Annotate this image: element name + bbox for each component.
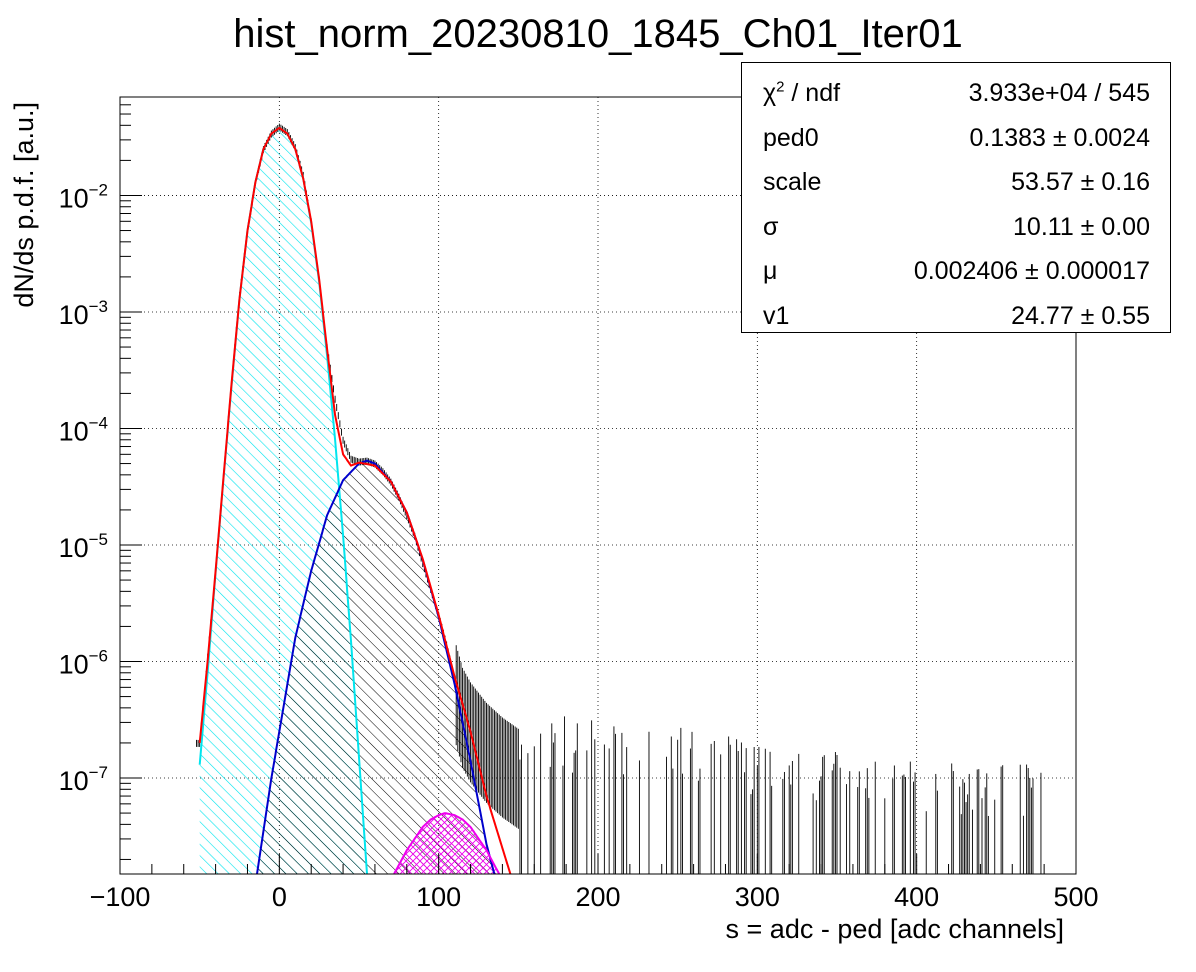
component-fills [199, 127, 500, 874]
stat-row: σ 10.11 ± 0.00 [742, 205, 1170, 249]
stat-value: 0.002406 ± 0.000017 [913, 257, 1150, 285]
fit-curves [198, 126, 512, 874]
stat-name: v1 [763, 301, 790, 330]
y-tick-label: 10−3 [59, 297, 108, 330]
x-tick-label: 200 [575, 882, 620, 912]
y-tick-label: 10−4 [59, 413, 108, 446]
chart-title: hist_norm_20230810_1845_Ch01_Iter01 [233, 12, 963, 56]
stat-value: 24.77 ± 0.55 [1011, 301, 1150, 330]
x-tick-label: −100 [90, 882, 151, 912]
stat-row: v1 24.77 ± 0.55 [742, 294, 1170, 338]
stat-value: 53.57 ± 0.16 [1011, 168, 1150, 196]
stat-row: ped0 0.1383 ± 0.0024 [742, 116, 1170, 160]
axis-labels: −100 0 100 200 300 400 500 10−7 10−6 10−5 10−4 10−3… [9, 102, 1099, 944]
axis-ticks [119, 96, 1077, 874]
x-axis-label: s = adc - ped [adc channels] [726, 914, 1064, 944]
y-tick-label: 10−2 [59, 180, 108, 213]
stat-name: χ2 / ndf [763, 78, 841, 107]
2pe-component-fill [394, 813, 500, 874]
stat-value: 10.11 ± 0.00 [1013, 212, 1150, 241]
total-fit-curve [198, 126, 512, 874]
x-tick-label: 0 [272, 882, 287, 912]
fit-statistics-box: χ2 / ndf 3.933e+04 / 545 ped0 0.1383 ± 0.00… [741, 62, 1171, 333]
stat-name: ped0 [763, 123, 819, 152]
x-tick-label: 100 [416, 882, 461, 912]
1pe-component-curve [256, 459, 496, 874]
y-tick-label: 10−6 [59, 646, 108, 679]
stat-name: μ [763, 257, 778, 285]
stat-name: σ [763, 212, 779, 241]
y-tick-label: 10−5 [59, 530, 108, 563]
stat-row: χ2 / ndf 3.933e+04 / 545 [742, 71, 1170, 115]
stat-value: 3.933e+04 / 545 [968, 79, 1150, 107]
x-tick-label: 500 [1053, 882, 1098, 912]
1pe-component-fill [257, 460, 495, 874]
y-axis-label: dN/ds p.d.f. [a.u.] [9, 102, 39, 308]
stat-row: scale 53.57 ± 0.16 [742, 160, 1170, 204]
2pe-component-curve [393, 812, 501, 874]
stat-value: 0.1383 ± 0.0024 [969, 123, 1150, 152]
x-tick-label: 400 [894, 882, 939, 912]
stat-row: μ 0.002406 ± 0.000017 [742, 249, 1170, 293]
y-tick-label: 10−7 [59, 763, 108, 796]
stat-name: scale [763, 168, 822, 196]
x-tick-label: 300 [735, 882, 780, 912]
